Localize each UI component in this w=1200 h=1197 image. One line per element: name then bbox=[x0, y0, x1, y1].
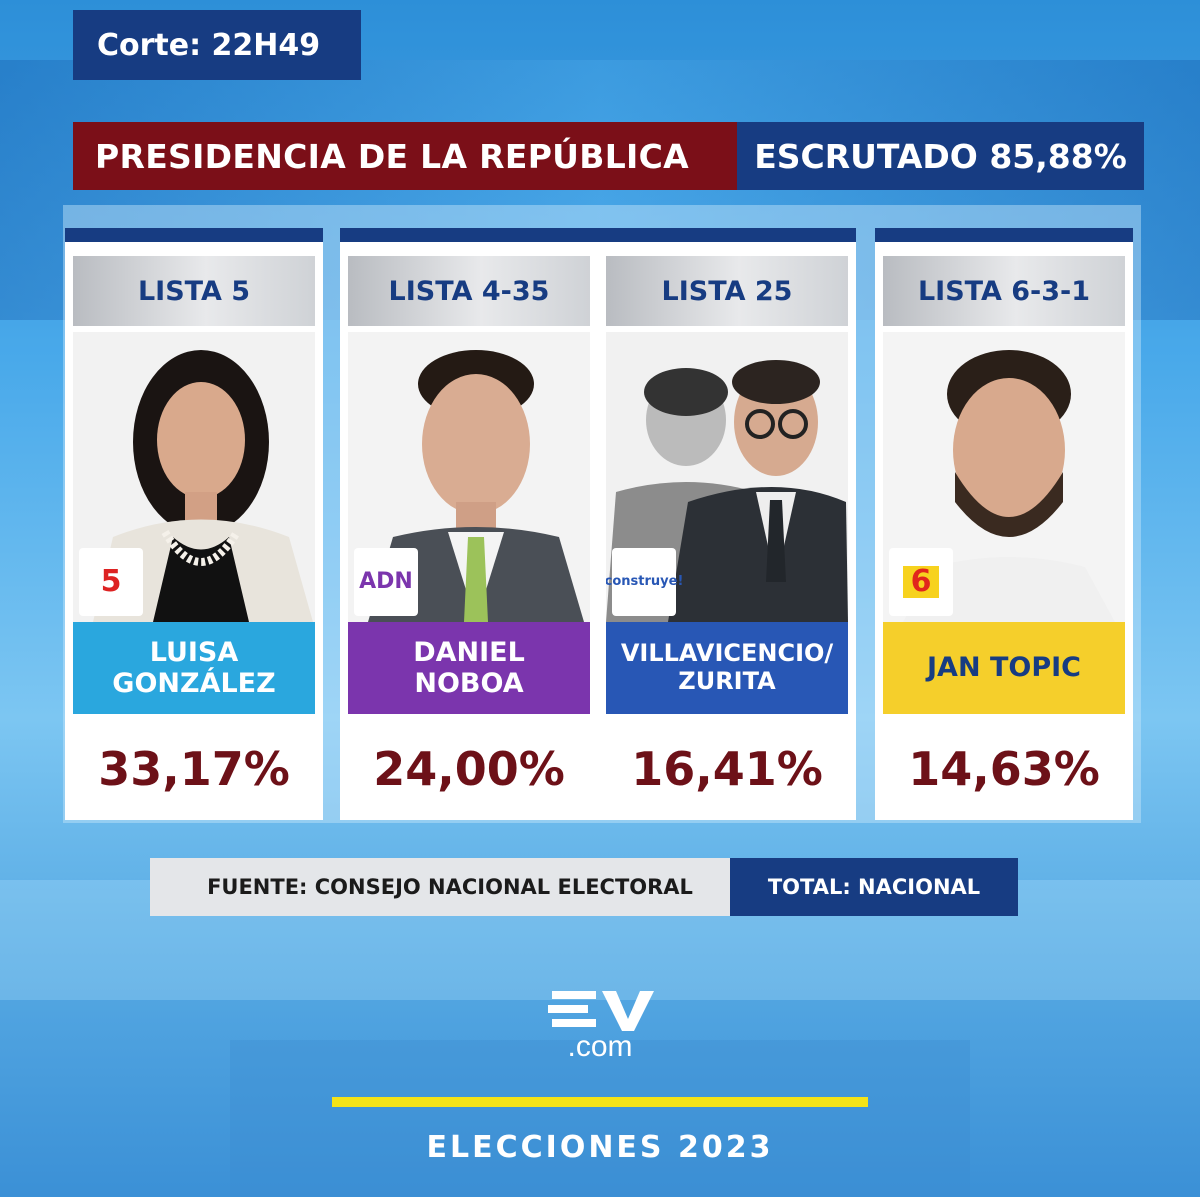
candidate-portrait-icon bbox=[348, 332, 590, 622]
name-line-2: GONZÁLEZ bbox=[112, 668, 276, 699]
vote-percentage: 33,17% bbox=[98, 742, 290, 796]
candidate-portrait-icon bbox=[883, 332, 1125, 622]
ecuavisa-logo-icon bbox=[540, 985, 660, 1065]
revolucion-ciudadana-logo-icon: 5 bbox=[79, 548, 143, 616]
brand-domain: .com bbox=[567, 1030, 633, 1063]
event-title: ELECCIONES 2023 bbox=[426, 1130, 774, 1165]
psc-logo-icon: 6 bbox=[889, 548, 953, 616]
candidate-name: LUISA GONZÁLEZ bbox=[73, 622, 315, 714]
candidate-photo: construye! bbox=[606, 332, 848, 622]
list-label: LISTA 5 bbox=[73, 256, 315, 326]
candidate-card: LISTA 5 5 LUISA GONZÁLEZ 33,17% bbox=[65, 228, 323, 820]
race-title: PRESIDENCIA DE LA REPÚBLICA bbox=[73, 122, 737, 190]
construye-logo-icon: construye! bbox=[606, 548, 683, 616]
list-label: LISTA 25 bbox=[606, 256, 848, 326]
name-line-1: DANIEL bbox=[413, 636, 525, 668]
vote-percentage: 16,41% bbox=[631, 742, 823, 796]
name-line-1: LUISA bbox=[149, 636, 239, 668]
candidate-name: JAN TOPIC bbox=[883, 622, 1125, 714]
candidate-card: LISTA 25 construye! VILLAVICENCIO/ ZURIT… bbox=[598, 228, 856, 820]
counted-percentage: ESCRUTADO 85,88% bbox=[737, 122, 1144, 190]
vote-percentage: 24,00% bbox=[373, 742, 565, 796]
total-scope-label: TOTAL: NACIONAL bbox=[730, 858, 1018, 916]
name-line-2: NOBOA bbox=[414, 668, 524, 699]
candidate-photo: ADN bbox=[348, 332, 590, 622]
candidate-name: VILLAVICENCIO/ ZURITA bbox=[606, 622, 848, 714]
divider-line bbox=[332, 1097, 868, 1107]
candidate-card: LISTA 4-35 ADN DANIEL NOBOA 24,00% bbox=[340, 228, 598, 820]
candidate-photo: 6 bbox=[883, 332, 1125, 622]
candidate-card: LISTA 6-3-1 6 JAN TOPIC 14,63% bbox=[875, 228, 1133, 820]
candidate-photo: 5 bbox=[73, 332, 315, 622]
cutoff-time-badge: Corte: 22H49 bbox=[73, 10, 361, 80]
source-label: FUENTE: CONSEJO NACIONAL ELECTORAL bbox=[150, 858, 730, 916]
name-line-1: JAN TOPIC bbox=[927, 652, 1081, 684]
name-line-2: ZURITA bbox=[678, 667, 776, 695]
adn-logo-icon: ADN bbox=[354, 548, 418, 616]
list-label: LISTA 4-35 bbox=[348, 256, 590, 326]
vote-percentage: 14,63% bbox=[908, 742, 1100, 796]
name-line-1: VILLAVICENCIO/ bbox=[620, 639, 834, 668]
candidate-name: DANIEL NOBOA bbox=[348, 622, 590, 714]
list-label: LISTA 6-3-1 bbox=[883, 256, 1125, 326]
